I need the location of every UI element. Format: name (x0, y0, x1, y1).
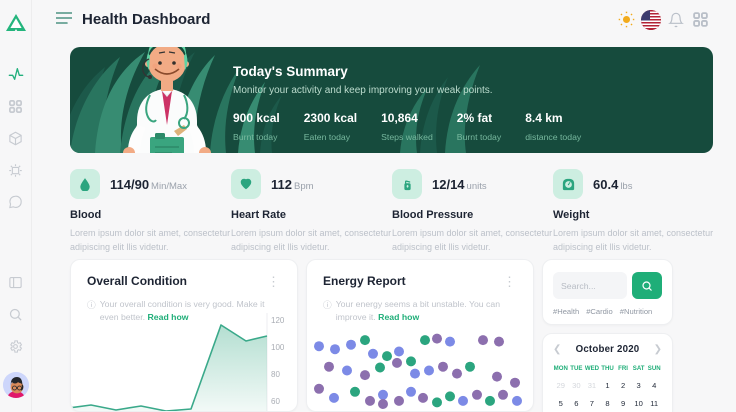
svg-text:60: 60 (271, 397, 280, 406)
svg-text:120: 120 (271, 316, 285, 325)
svg-text:100: 100 (271, 343, 285, 352)
svg-text:80: 80 (271, 370, 280, 379)
